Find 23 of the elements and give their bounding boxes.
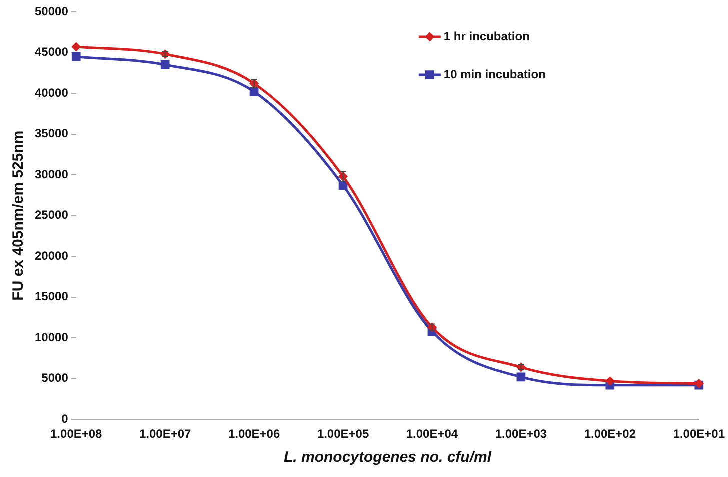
y-axis-title: FU ex 405nm/em 525nm bbox=[10, 130, 28, 301]
x-axis-title: L. monocytogenes no. cfu/ml bbox=[284, 449, 492, 466]
y-tick-label: 15000 bbox=[34, 290, 69, 304]
y-tick-label: 50000 bbox=[34, 4, 69, 18]
x-tick-label: 1.00E+01 bbox=[673, 427, 726, 442]
y-tick-label: 10000 bbox=[34, 330, 69, 344]
y-tick-label: 25000 bbox=[34, 208, 69, 222]
y-tick-label: 0 bbox=[62, 412, 69, 426]
legend-label: 1 hr incubation bbox=[444, 29, 530, 44]
y-tick-label: 5000 bbox=[42, 371, 69, 386]
legend-label: 10 min incubation bbox=[444, 67, 546, 82]
x-tick-label: 1.00E+07 bbox=[139, 427, 192, 442]
x-tick-label: 1.00E+03 bbox=[495, 427, 548, 442]
y-tick-label: 45000 bbox=[34, 45, 69, 60]
y-tick-label: 40000 bbox=[34, 86, 69, 100]
x-tick-label: 1.00E+08 bbox=[50, 427, 103, 442]
y-tick-label: 30000 bbox=[34, 167, 69, 182]
y-tick-label: 35000 bbox=[34, 126, 69, 141]
x-tick-label: 1.00E+05 bbox=[317, 427, 370, 442]
y-tick-label: 20000 bbox=[34, 248, 69, 263]
x-tick-label: 1.00E+06 bbox=[228, 427, 280, 442]
x-tick-label: 1.00E+02 bbox=[584, 427, 636, 442]
x-tick-label: 1.00E+04 bbox=[406, 427, 458, 442]
